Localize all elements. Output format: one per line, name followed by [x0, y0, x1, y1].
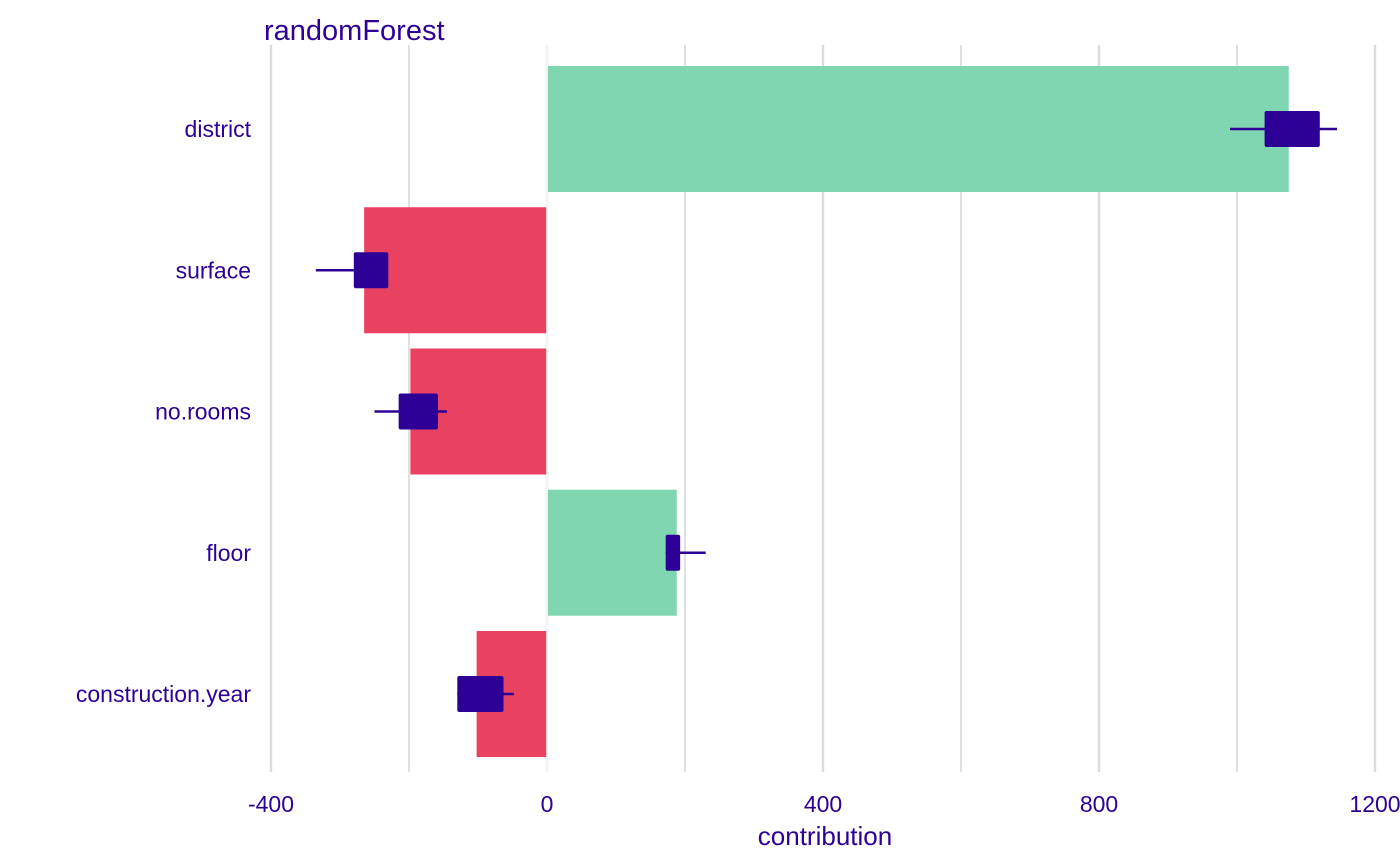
chart-title: randomForest — [264, 15, 445, 47]
y-tick-label: no.rooms — [155, 399, 251, 425]
y-tick-label: floor — [206, 540, 251, 566]
x-tick-label: 400 — [804, 791, 842, 817]
box-floor — [665, 534, 681, 571]
marker-layer — [315, 111, 1338, 712]
box-district — [1264, 111, 1320, 147]
contribution-bar-floor — [547, 489, 677, 616]
bar-layer — [364, 45, 1289, 772]
x-tick-label: 1200 — [1349, 791, 1400, 817]
y-tick-label: construction.year — [76, 681, 251, 707]
contribution-bar-surface — [364, 207, 547, 334]
x-tick-label: -400 — [248, 791, 294, 817]
x-tick-label: 800 — [1080, 791, 1118, 817]
x-tick-label: 0 — [541, 791, 554, 817]
label-layer: -400 0 400 800 1200 district surface no.rooms fl… — [76, 116, 1400, 817]
contribution-bar-district — [547, 66, 1289, 192]
y-tick-label: surface — [176, 257, 251, 283]
box-construction-year — [457, 676, 504, 712]
box-no-rooms — [398, 393, 438, 430]
x-axis-label: contribution — [758, 821, 892, 851]
y-tick-label: district — [185, 116, 252, 142]
box-surface — [353, 252, 389, 289]
